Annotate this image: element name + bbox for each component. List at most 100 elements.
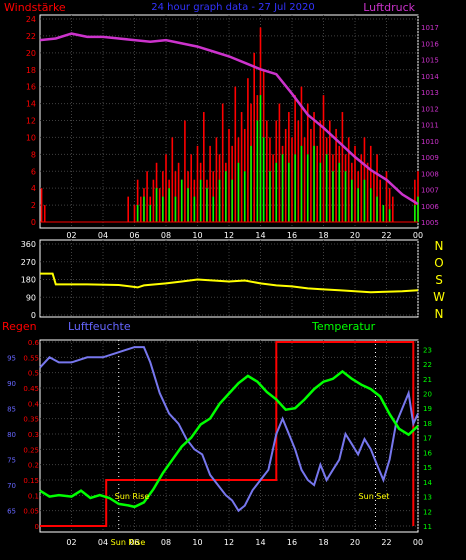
wind-gust-bar xyxy=(134,205,136,222)
rain-axis-tick: 0.6 xyxy=(28,339,40,347)
compass-label: N xyxy=(435,239,444,253)
wind-gust-bar xyxy=(342,112,344,222)
wind-gust-bar xyxy=(279,104,281,222)
direction-axis-tick: 360 xyxy=(21,240,36,249)
rain-axis-tick: 0.35 xyxy=(23,416,39,424)
rain-axis-tick: 0.1 xyxy=(28,492,39,500)
wind-gust-bar xyxy=(323,95,325,222)
graph-date-title: 24 hour graph data - 27 Jul 2020 xyxy=(151,2,315,13)
wind-gust-bar xyxy=(285,129,287,222)
humidity-line xyxy=(40,347,418,511)
x-tick-label-bottom: 14 xyxy=(255,538,265,547)
wind-speed-bar xyxy=(168,188,170,222)
wind-gust-bar xyxy=(178,163,180,222)
wind-gust-bar xyxy=(41,188,43,222)
humidity-axis-tick: 90 xyxy=(7,380,16,388)
wind-speed-bar xyxy=(389,209,391,222)
wind-gust-bar xyxy=(367,163,369,222)
wind-speed-bar xyxy=(200,180,202,222)
wind-speed-bar xyxy=(383,205,385,222)
wind-speed-bar xyxy=(307,154,309,222)
humidity-axis-tick: 85 xyxy=(7,405,16,413)
wind-speed-bar xyxy=(376,197,378,222)
rain-axis-tick: 0.15 xyxy=(23,477,39,485)
direction-axis-tick: 270 xyxy=(21,258,36,267)
x-tick-label-top: 06 xyxy=(129,231,139,240)
wind-speed-bar xyxy=(231,180,233,222)
pressure-axis-tick: 1013 xyxy=(421,89,439,97)
sun-rise-label: Sun Rise xyxy=(115,492,150,501)
rain-axis-tick: 0 xyxy=(35,523,39,531)
rain-axis-tick: 0.05 xyxy=(23,508,39,516)
temperature-axis-tick: 12 xyxy=(423,508,432,516)
wind-speed-bar xyxy=(162,197,164,222)
wind-speed-bar xyxy=(269,171,271,222)
wind-gust-bar xyxy=(190,154,192,222)
wind-gust-bar xyxy=(127,197,129,222)
pressure-axis-tick: 1012 xyxy=(421,105,439,113)
wind-gust-bar xyxy=(159,188,161,222)
temperature-axis-tick: 15 xyxy=(423,464,432,472)
wind-speed-bar xyxy=(257,121,259,223)
temperature-axis-tick: 21 xyxy=(423,376,432,384)
wind-speed-bar xyxy=(263,137,265,222)
wind-speed-bar xyxy=(219,180,221,222)
x-tick-label-top: 02 xyxy=(66,231,76,240)
humidity-title: Luftfeuchte xyxy=(68,320,131,333)
wind-gust-bar xyxy=(209,146,211,222)
wind-speed-bar xyxy=(206,188,208,222)
wind-gust-bar xyxy=(241,112,243,222)
wind-speed-bar xyxy=(370,188,372,222)
x-tick-label-top: 18 xyxy=(318,231,328,240)
x-tick-label-top: 20 xyxy=(350,231,360,240)
rain-axis-tick: 0.25 xyxy=(23,446,39,454)
wind-axis-tick: 18 xyxy=(26,66,36,75)
wind-gust-bar xyxy=(235,87,237,222)
sun-set-label: Sun Set xyxy=(359,492,390,501)
wind-gust-bar xyxy=(298,121,300,223)
pressure-title: Luftdruck xyxy=(363,1,415,14)
x-tick-label-bottom: 08 xyxy=(161,538,171,547)
wind-speed-bar xyxy=(301,146,303,222)
temperature-axis-tick: 16 xyxy=(423,449,432,457)
wind-axis-tick: 22 xyxy=(26,32,36,41)
rain-axis-tick: 0.45 xyxy=(23,385,39,393)
compass-label: N xyxy=(435,307,444,321)
wind-speed-bar xyxy=(260,95,262,222)
wind-speed-bar xyxy=(332,171,334,222)
wind-speed-bar xyxy=(238,163,240,222)
wind-axis-tick: 12 xyxy=(26,117,36,126)
x-tick-label-top: 10 xyxy=(192,231,202,240)
pressure-axis-tick: 1011 xyxy=(421,122,439,130)
compass-label: W xyxy=(433,290,445,304)
x-tick-label-bottom: 20 xyxy=(350,538,360,547)
rain-axis-tick: 0.2 xyxy=(28,462,39,470)
temperature-axis-tick: 13 xyxy=(423,494,432,502)
wind-axis-tick: 14 xyxy=(26,100,36,109)
direction-axis-tick: 0 xyxy=(31,311,36,320)
pressure-axis-tick: 1010 xyxy=(421,138,439,146)
wind-gust-bar xyxy=(304,137,306,222)
wind-gust-bar xyxy=(361,154,363,222)
wind-gust-bar xyxy=(44,205,46,222)
wind-axis-tick: 16 xyxy=(26,83,36,92)
x-tick-label-top: 04 xyxy=(98,231,108,240)
wind-gust-bar xyxy=(172,137,174,222)
wind-speed-bar xyxy=(143,197,145,222)
wind-axis-tick: 8 xyxy=(31,150,36,159)
x-tick-label-bottom: 18 xyxy=(318,538,328,547)
wind-gust-bar xyxy=(165,154,167,222)
wind-speed-bar xyxy=(156,188,158,222)
pressure-axis-tick: 1005 xyxy=(421,219,439,227)
pressure-axis-tick: 1017 xyxy=(421,24,439,32)
wind-speed-bar xyxy=(294,154,296,222)
pressure-axis-tick: 1006 xyxy=(421,203,439,211)
rain-axis-tick: 0.55 xyxy=(23,354,39,362)
grid-layer xyxy=(40,15,418,532)
wind-axis-tick: 10 xyxy=(26,133,36,142)
x-tick-label-top: 22 xyxy=(381,231,391,240)
wind-gust-bar xyxy=(153,180,155,222)
wind-speed-bar xyxy=(212,197,214,222)
